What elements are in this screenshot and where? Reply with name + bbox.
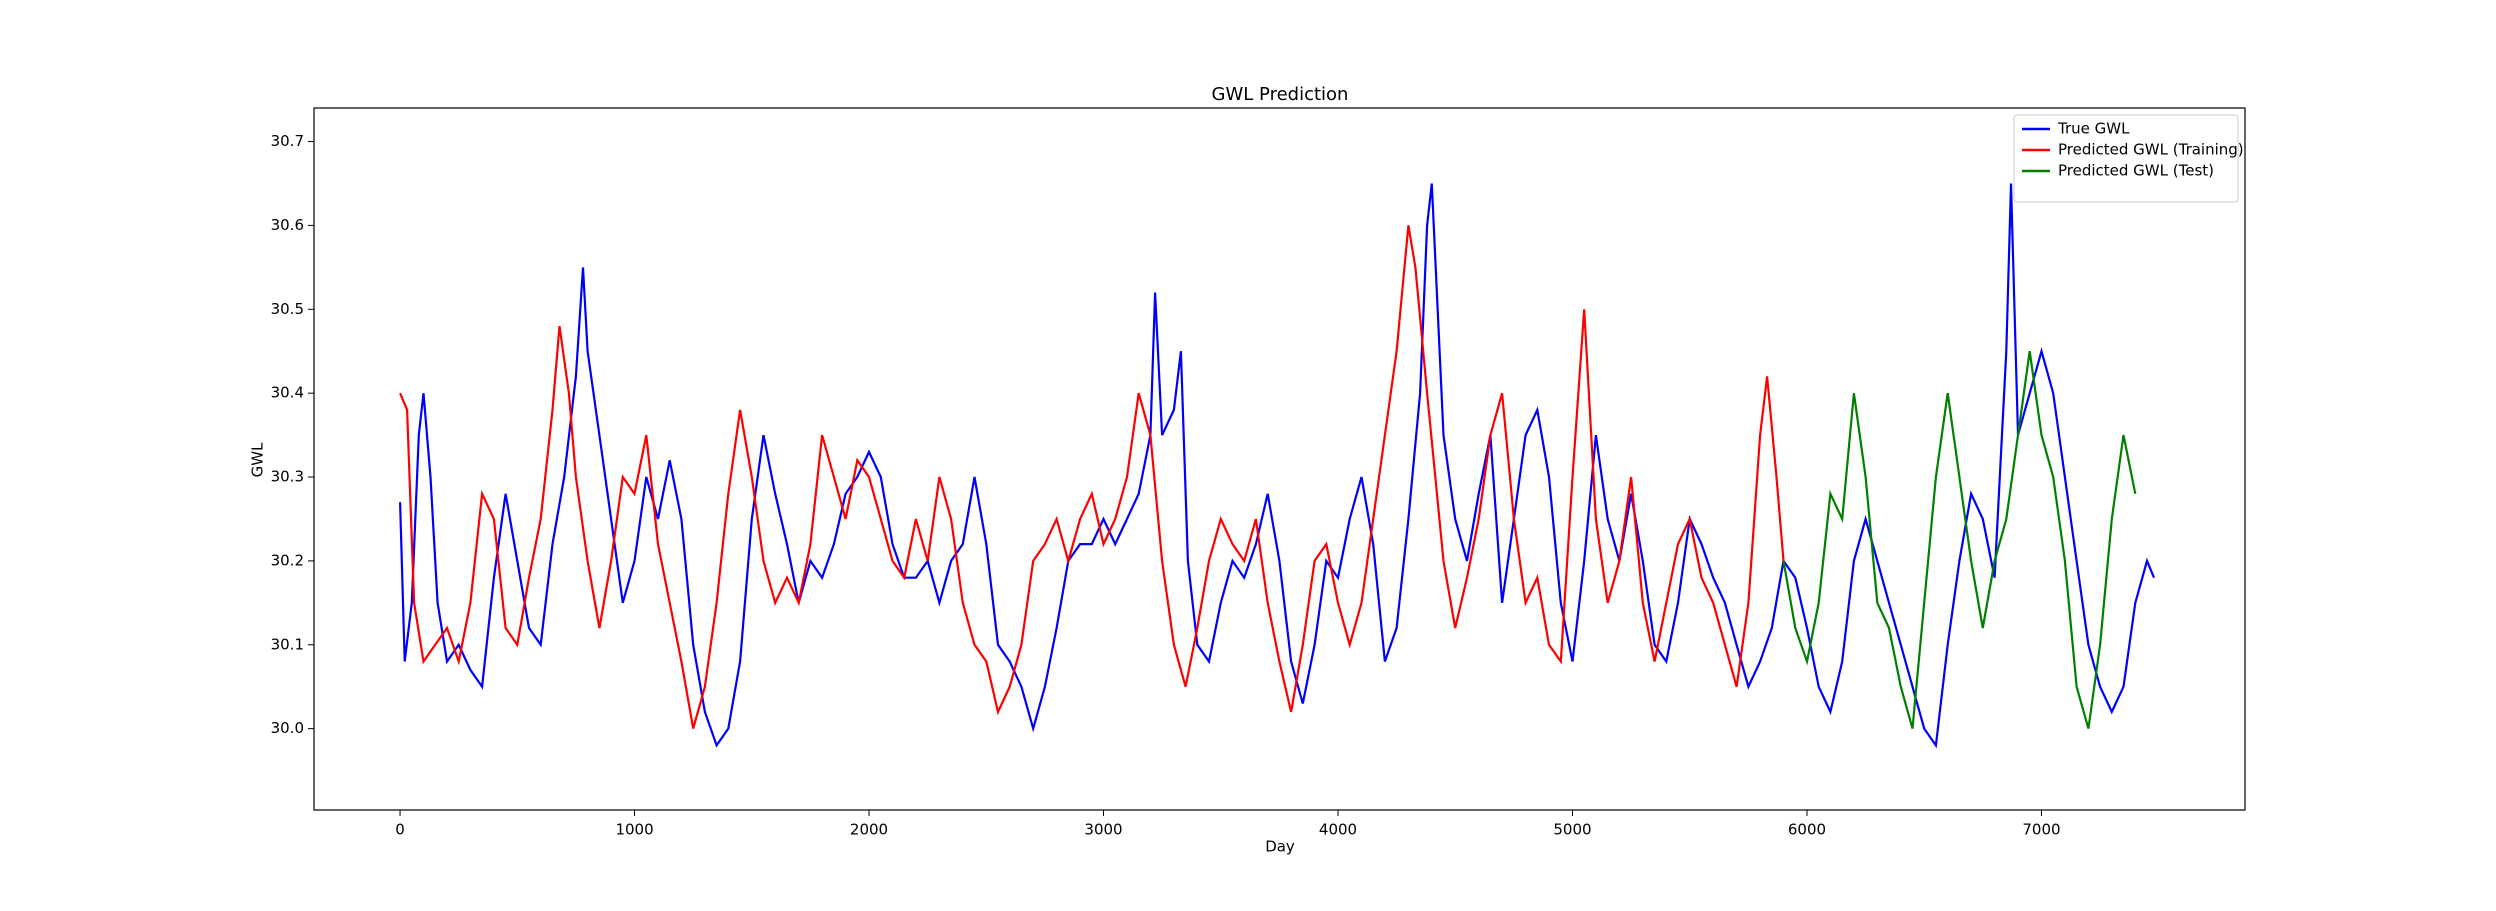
x-axis-label: Day [1265, 838, 1295, 856]
series-line [1782, 351, 2137, 729]
series-line [399, 225, 1785, 729]
y-tick-label: 30.3 [271, 468, 304, 486]
chart-title: GWL Prediction [1212, 84, 1349, 105]
x-tick-label: 1000 [615, 821, 653, 839]
legend-label: True GWL [2057, 120, 2130, 138]
series-line [399, 183, 2156, 749]
y-tick-label: 30.1 [271, 635, 304, 653]
y-tick-label: 30.0 [271, 719, 304, 737]
plot-frame [313, 107, 2246, 811]
y-tick-label: 30.2 [271, 551, 304, 569]
y-tick-label: 30.6 [271, 216, 304, 234]
y-axis-label: GWL [249, 442, 267, 477]
legend-label: Predicted GWL (Training) [2058, 141, 2244, 159]
x-tick-label: 5000 [1553, 821, 1591, 839]
x-tick-label: 3000 [1084, 821, 1122, 839]
y-tick-label: 30.7 [271, 132, 304, 150]
x-tick-label: 6000 [1788, 821, 1826, 839]
legend-label: Predicted GWL (Test) [2058, 162, 2214, 180]
x-tick-label: 7000 [2022, 821, 2060, 839]
x-tick-label: 4000 [1319, 821, 1357, 839]
x-tick-label: 0 [395, 821, 405, 839]
y-tick-label: 30.4 [271, 384, 304, 402]
x-tick-label: 2000 [850, 821, 888, 839]
y-tick-label: 30.5 [271, 300, 304, 318]
legend-box [2013, 114, 2239, 203]
